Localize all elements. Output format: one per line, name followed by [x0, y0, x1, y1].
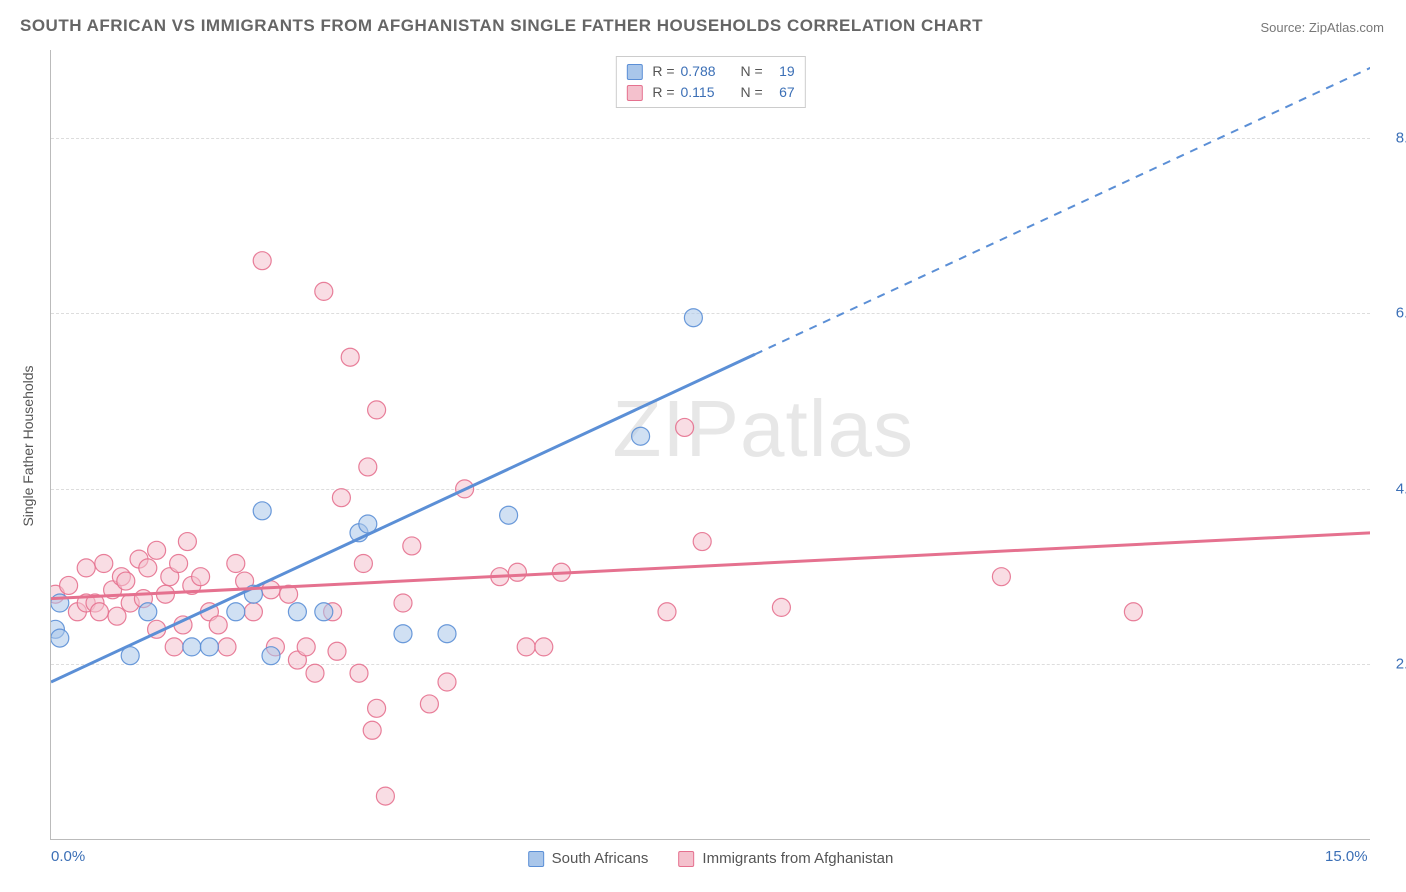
source-link[interactable]: ZipAtlas.com	[1309, 20, 1384, 35]
series2-swatch-icon	[626, 85, 642, 101]
series1-name: South Africans	[552, 850, 649, 867]
series1-r-value: 0.788	[681, 61, 731, 82]
n-label: N =	[741, 82, 763, 103]
series2-n-value: 67	[769, 82, 795, 103]
r-label: R =	[652, 82, 674, 103]
chart-title: SOUTH AFRICAN VS IMMIGRANTS FROM AFGHANI…	[20, 16, 983, 36]
stats-row-series2: R = 0.115 N = 67	[626, 82, 794, 103]
series1-swatch-icon	[626, 64, 642, 80]
series2-r-value: 0.115	[681, 82, 731, 103]
stats-legend: R = 0.788 N = 19 R = 0.115 N = 67	[615, 56, 805, 108]
stats-row-series1: R = 0.788 N = 19	[626, 61, 794, 82]
source-attribution: Source: ZipAtlas.com	[1260, 20, 1384, 35]
series-legend: South Africans Immigrants from Afghanist…	[528, 850, 894, 867]
y-axis-label: Single Father Households	[20, 365, 36, 526]
series2-swatch-icon	[678, 851, 694, 867]
scatter-plot-svg	[51, 50, 1370, 839]
series1-n-value: 19	[769, 61, 795, 82]
n-label: N =	[741, 61, 763, 82]
series1-swatch-icon	[528, 851, 544, 867]
legend-item-series1: South Africans	[528, 850, 649, 867]
legend-item-series2: Immigrants from Afghanistan	[678, 850, 893, 867]
source-label: Source:	[1260, 20, 1308, 35]
chart-plot-area: ZIPatlas R = 0.788 N = 19 R = 0.115 N = …	[50, 50, 1370, 840]
r-label: R =	[652, 61, 674, 82]
series2-name: Immigrants from Afghanistan	[702, 850, 893, 867]
